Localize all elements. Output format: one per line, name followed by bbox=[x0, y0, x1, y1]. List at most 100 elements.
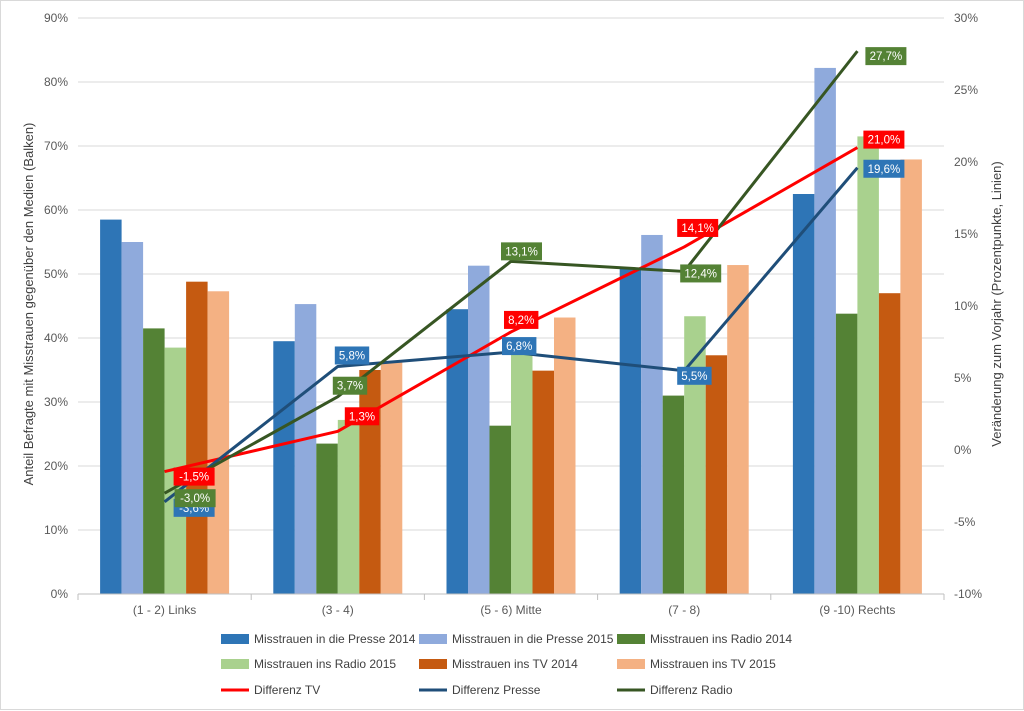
bar bbox=[273, 341, 295, 594]
data-label: -1,5% bbox=[179, 472, 209, 484]
data-label-box bbox=[502, 337, 537, 356]
bar bbox=[532, 370, 554, 594]
data-label: 6,8% bbox=[506, 341, 532, 353]
legend-label: Misstrauen ins TV 2015 bbox=[650, 657, 776, 671]
y-right-tick-label: 0% bbox=[954, 443, 972, 457]
x-tick-label: (5 - 6) Mitte bbox=[480, 603, 542, 617]
bar bbox=[468, 265, 490, 594]
bar bbox=[143, 328, 165, 594]
bar bbox=[792, 194, 815, 594]
bar bbox=[641, 234, 663, 594]
bar bbox=[207, 291, 230, 594]
data-label-box bbox=[334, 346, 370, 365]
legend-swatch bbox=[221, 659, 249, 669]
data-label: 19,6% bbox=[868, 164, 901, 176]
legend-label: Differenz Radio bbox=[650, 683, 733, 697]
legend-swatch bbox=[617, 634, 645, 644]
bar bbox=[554, 317, 576, 594]
x-tick-label: (9 -10) Rechts bbox=[819, 603, 895, 617]
data-label-box bbox=[865, 47, 907, 66]
x-tick-label: (7 - 8) bbox=[668, 603, 700, 617]
bar bbox=[835, 313, 858, 594]
bar bbox=[705, 355, 728, 594]
legend-label: Misstrauen ins Radio 2015 bbox=[254, 657, 396, 671]
y-right-tick-label: 30% bbox=[954, 11, 978, 25]
legend-swatch bbox=[419, 634, 447, 644]
y-left-tick-label: 90% bbox=[44, 11, 68, 25]
bar bbox=[619, 268, 642, 594]
bar bbox=[662, 395, 685, 594]
y-right-tick-label: 20% bbox=[954, 155, 978, 169]
data-label: 5,8% bbox=[339, 350, 365, 362]
data-label: -3,6% bbox=[179, 503, 209, 515]
y-left-tick-label: 40% bbox=[44, 331, 68, 345]
data-label-box bbox=[173, 467, 215, 486]
data-label-box bbox=[504, 310, 539, 329]
bar bbox=[857, 136, 879, 594]
data-label: 13,1% bbox=[505, 246, 538, 258]
legend-label: Misstrauen ins Radio 2014 bbox=[650, 632, 792, 646]
y-left-tick-label: 0% bbox=[51, 587, 69, 601]
legend-swatch bbox=[617, 659, 645, 669]
bar bbox=[446, 309, 468, 594]
bar bbox=[684, 316, 706, 594]
data-label-box bbox=[174, 489, 216, 508]
bar bbox=[121, 242, 144, 594]
data-label-group: -1,5% 1,3% 8,2% 14,1% 21,0% -3,6% 5,8% 6,8% 5,5%… bbox=[173, 47, 907, 517]
data-label-box bbox=[863, 159, 905, 178]
y-left-tick-label: 10% bbox=[44, 523, 68, 537]
y-right-tick-label: 5% bbox=[954, 371, 972, 385]
data-label-box bbox=[677, 218, 719, 237]
data-label: 5,5% bbox=[681, 371, 707, 383]
x-tick-label: (1 - 2) Links bbox=[133, 603, 196, 617]
data-label-box bbox=[332, 376, 368, 395]
y-left-tick-label: 80% bbox=[44, 75, 68, 89]
legend: Misstrauen in die Presse 2014 Misstrauen … bbox=[221, 632, 792, 697]
bar bbox=[294, 304, 317, 594]
legend-label: Misstrauen in die Presse 2014 bbox=[254, 632, 416, 646]
legend-label: Differenz TV bbox=[254, 683, 320, 697]
y-left-tick-label: 70% bbox=[44, 139, 68, 153]
y-axis-right-title: Veränderung zum Vorjahr (Prozentpunkte, … bbox=[989, 161, 1004, 446]
axes: 0% 10% 20% 30% 40% 50% 60% 70% 80% 90% -10% -5% 0% 5%… bbox=[44, 11, 982, 617]
series-line bbox=[163, 50, 859, 495]
y-left-tick-label: 20% bbox=[44, 459, 68, 473]
legend-label: Misstrauen ins TV 2014 bbox=[452, 657, 578, 671]
legend-label: Misstrauen in die Presse 2015 bbox=[452, 632, 614, 646]
series-line bbox=[164, 146, 859, 474]
data-label: 3,7% bbox=[337, 381, 363, 393]
y-axis-left-title: Anteil Befragte mit Misstrauen gegenüber… bbox=[21, 123, 36, 486]
data-label-box bbox=[344, 407, 380, 426]
bar bbox=[878, 293, 901, 594]
bar bbox=[511, 341, 533, 594]
bar bbox=[489, 425, 511, 594]
data-label: -3,0% bbox=[180, 493, 210, 505]
bar bbox=[900, 159, 922, 594]
data-label: 1,3% bbox=[349, 411, 375, 423]
y-right-tick-label: 10% bbox=[954, 299, 978, 313]
data-label: 21,0% bbox=[868, 135, 901, 147]
y-left-tick-label: 50% bbox=[44, 267, 68, 281]
data-label-box bbox=[680, 264, 722, 283]
bar-group bbox=[100, 67, 922, 595]
y-right-tick-label: 15% bbox=[954, 227, 978, 241]
data-label: 12,4% bbox=[684, 268, 717, 280]
bar bbox=[814, 67, 836, 595]
y-left-tick-label: 30% bbox=[44, 395, 68, 409]
legend-swatch bbox=[419, 659, 447, 669]
data-label-box bbox=[863, 130, 905, 149]
data-label-box bbox=[677, 366, 712, 385]
data-label: 8,2% bbox=[508, 315, 534, 327]
legend-label: Differenz Presse bbox=[452, 683, 541, 697]
y-right-tick-label: -10% bbox=[954, 587, 982, 601]
data-label: 27,7% bbox=[870, 51, 903, 63]
bar bbox=[186, 281, 208, 594]
bar bbox=[316, 443, 338, 594]
legend-swatch bbox=[221, 634, 249, 644]
bar bbox=[359, 370, 381, 594]
y-right-tick-label: -5% bbox=[954, 515, 976, 529]
data-label-box bbox=[501, 242, 542, 261]
bar bbox=[337, 419, 360, 594]
